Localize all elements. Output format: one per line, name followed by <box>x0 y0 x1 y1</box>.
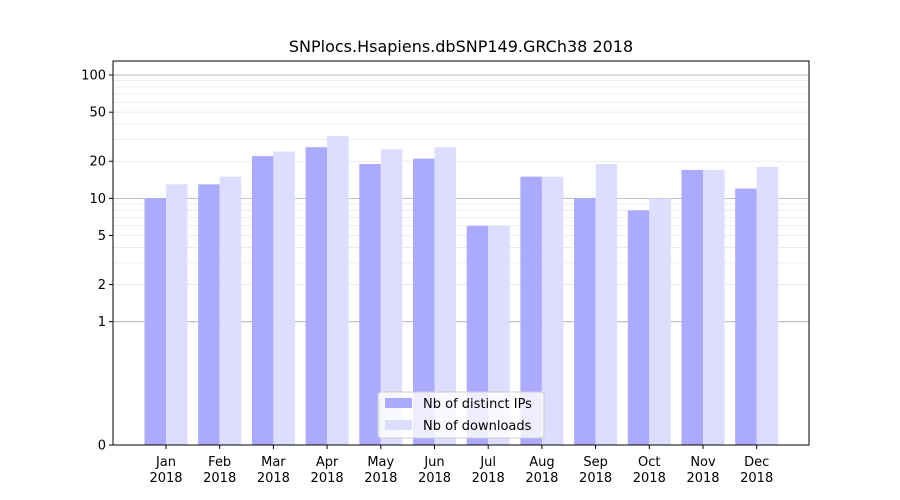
legend-swatch-distinct-ips <box>385 398 412 408</box>
y-tick-label: 20 <box>89 155 106 170</box>
bar-dec-distinct-ips <box>735 189 757 445</box>
x-tick-label-year: 2018 <box>257 471 290 486</box>
bar-jan-downloads <box>166 184 188 445</box>
bar-jan-distinct-ips <box>145 198 167 445</box>
y-tick-label: 1 <box>98 315 106 330</box>
x-tick-label-year: 2018 <box>472 471 505 486</box>
bar-sep-downloads <box>596 164 618 445</box>
chart: SNPlocs.Hsapiens.dbSNP149.GRCh38 2018 0 1… <box>0 0 900 500</box>
bar-oct-downloads <box>649 198 671 445</box>
x-tick-label-year: 2018 <box>311 471 344 486</box>
bar-apr-distinct-ips <box>306 147 328 445</box>
x-tick-label-month: Mar <box>261 455 286 470</box>
bar-dec-downloads <box>757 167 779 445</box>
x-tick-label-month: May <box>367 455 394 470</box>
bar-nov-distinct-ips <box>682 170 704 445</box>
legend-swatch-downloads <box>385 420 412 430</box>
x-tick-label-month: Jul <box>479 455 496 470</box>
x-tick-label-year: 2018 <box>579 471 612 486</box>
chart-title: SNPlocs.Hsapiens.dbSNP149.GRCh38 2018 <box>289 37 633 56</box>
x-tick-label-month: Dec <box>744 455 769 470</box>
bar-mar-downloads <box>273 151 295 445</box>
legend: Nb of distinct IPs Nb of downloads <box>378 392 544 438</box>
x-tick-label-year: 2018 <box>740 471 773 486</box>
legend-label-distinct-ips: Nb of distinct IPs <box>423 397 532 412</box>
bar-feb-distinct-ips <box>198 184 220 445</box>
x-tick-label-year: 2018 <box>203 471 236 486</box>
y-tick-label: 10 <box>89 192 106 207</box>
x-tick-label-year: 2018 <box>149 471 182 486</box>
x-tick-label-year: 2018 <box>418 471 451 486</box>
bar-mar-distinct-ips <box>252 156 274 445</box>
bar-apr-downloads <box>327 136 349 445</box>
x-tick-label-year: 2018 <box>686 471 719 486</box>
x-tick-label-month: Nov <box>690 455 716 470</box>
legend-label-downloads: Nb of downloads <box>423 419 532 434</box>
y-axis: 0 1 2 5 10 20 50 100 <box>81 69 113 454</box>
x-tick-label-year: 2018 <box>633 471 666 486</box>
x-tick-label-month: Jan <box>155 455 176 470</box>
x-tick-label-month: Aug <box>529 455 554 470</box>
y-tick-label: 50 <box>89 106 106 121</box>
x-tick-label-month: Oct <box>638 455 660 470</box>
y-tick-label: 5 <box>98 229 106 244</box>
y-tick-label: 100 <box>81 69 106 84</box>
bar-sep-distinct-ips <box>574 198 596 445</box>
y-tick-label: 2 <box>98 278 106 293</box>
bar-oct-distinct-ips <box>628 210 650 445</box>
y-tick-label: 0 <box>98 439 106 454</box>
x-axis: Jan2018Feb2018Mar2018Apr2018May2018Jun20… <box>149 445 773 486</box>
x-tick-label-month: Jun <box>423 455 444 470</box>
x-tick-label-month: Apr <box>316 455 339 470</box>
bar-feb-downloads <box>220 177 242 445</box>
bar-aug-downloads <box>542 177 564 445</box>
bar-nov-downloads <box>703 170 725 445</box>
x-tick-label-month: Sep <box>583 455 608 470</box>
x-tick-label-year: 2018 <box>525 471 558 486</box>
x-tick-label-year: 2018 <box>364 471 397 486</box>
x-tick-label-month: Feb <box>208 455 231 470</box>
